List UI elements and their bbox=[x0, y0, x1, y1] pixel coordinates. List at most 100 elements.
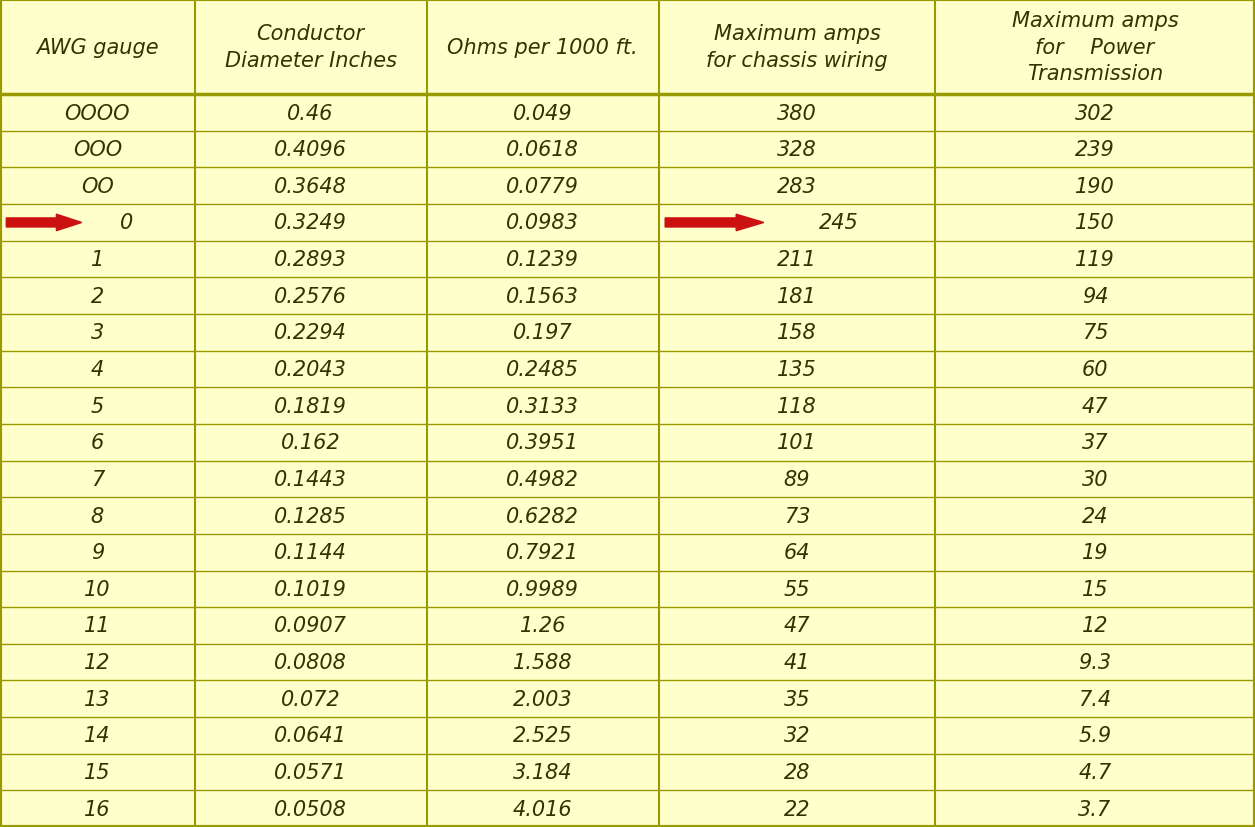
FancyArrow shape bbox=[665, 215, 764, 232]
Text: 7.4: 7.4 bbox=[1078, 689, 1112, 709]
Text: 101: 101 bbox=[777, 433, 817, 452]
Text: 0.1239: 0.1239 bbox=[506, 250, 580, 270]
Text: OOO: OOO bbox=[73, 140, 122, 160]
Text: 190: 190 bbox=[1076, 177, 1114, 197]
Text: 0.197: 0.197 bbox=[513, 323, 572, 343]
Text: 0.3133: 0.3133 bbox=[506, 396, 580, 416]
Text: 89: 89 bbox=[783, 470, 811, 490]
Text: 15: 15 bbox=[1082, 579, 1108, 599]
Text: 0.4096: 0.4096 bbox=[274, 140, 348, 160]
Text: 239: 239 bbox=[1076, 140, 1114, 160]
Text: 0.0907: 0.0907 bbox=[274, 616, 348, 636]
Text: 1: 1 bbox=[90, 250, 104, 270]
Text: 0.2043: 0.2043 bbox=[274, 360, 348, 380]
Text: OO: OO bbox=[80, 177, 114, 197]
Text: 245: 245 bbox=[818, 213, 858, 233]
Text: 3: 3 bbox=[90, 323, 104, 343]
Text: 0.1563: 0.1563 bbox=[506, 286, 580, 306]
Text: 16: 16 bbox=[84, 799, 110, 819]
Text: 0.0808: 0.0808 bbox=[274, 653, 348, 672]
Text: 158: 158 bbox=[777, 323, 817, 343]
Text: 9.3: 9.3 bbox=[1078, 653, 1112, 672]
Text: 3.184: 3.184 bbox=[513, 762, 572, 782]
Text: 181: 181 bbox=[777, 286, 817, 306]
Text: 150: 150 bbox=[1076, 213, 1114, 233]
Text: 0.162: 0.162 bbox=[281, 433, 340, 452]
Text: 14: 14 bbox=[84, 725, 110, 745]
Text: 0.0508: 0.0508 bbox=[274, 799, 348, 819]
Text: 37: 37 bbox=[1082, 433, 1108, 452]
Text: 0.2576: 0.2576 bbox=[274, 286, 348, 306]
Text: 19: 19 bbox=[1082, 543, 1108, 562]
Text: 0.2294: 0.2294 bbox=[274, 323, 348, 343]
Text: 0.46: 0.46 bbox=[287, 103, 334, 123]
Text: 302: 302 bbox=[1076, 103, 1114, 123]
Text: 32: 32 bbox=[783, 725, 811, 745]
Text: 0.1019: 0.1019 bbox=[274, 579, 348, 599]
Text: 3.7: 3.7 bbox=[1078, 799, 1112, 819]
Text: 47: 47 bbox=[1082, 396, 1108, 416]
Text: 35: 35 bbox=[783, 689, 811, 709]
Text: 0.4982: 0.4982 bbox=[506, 470, 580, 490]
Text: 0.1819: 0.1819 bbox=[274, 396, 348, 416]
Text: AWG gauge: AWG gauge bbox=[36, 37, 158, 58]
Text: 9: 9 bbox=[90, 543, 104, 562]
Text: 41: 41 bbox=[783, 653, 811, 672]
Text: 0.0618: 0.0618 bbox=[506, 140, 580, 160]
Text: 0.9989: 0.9989 bbox=[506, 579, 580, 599]
Text: Maximum amps
for chassis wiring: Maximum amps for chassis wiring bbox=[707, 24, 887, 71]
Text: 211: 211 bbox=[777, 250, 817, 270]
Text: 55: 55 bbox=[783, 579, 811, 599]
Text: Maximum amps
for    Power
Transmission: Maximum amps for Power Transmission bbox=[1012, 12, 1178, 84]
Text: 0.049: 0.049 bbox=[513, 103, 572, 123]
Text: 47: 47 bbox=[783, 616, 811, 636]
Text: OOOO: OOOO bbox=[64, 103, 131, 123]
Text: 2.003: 2.003 bbox=[513, 689, 572, 709]
Text: 4.016: 4.016 bbox=[513, 799, 572, 819]
Text: 5.9: 5.9 bbox=[1078, 725, 1112, 745]
Text: 0.2893: 0.2893 bbox=[274, 250, 348, 270]
Text: 4: 4 bbox=[90, 360, 104, 380]
Text: 0.1144: 0.1144 bbox=[274, 543, 348, 562]
Text: 118: 118 bbox=[777, 396, 817, 416]
Text: 28: 28 bbox=[783, 762, 811, 782]
Text: 0.0779: 0.0779 bbox=[506, 177, 580, 197]
Text: 12: 12 bbox=[84, 653, 110, 672]
Text: 22: 22 bbox=[783, 799, 811, 819]
Text: 13: 13 bbox=[84, 689, 110, 709]
Text: 10: 10 bbox=[84, 579, 110, 599]
Text: 0.072: 0.072 bbox=[281, 689, 340, 709]
Text: 0.0641: 0.0641 bbox=[274, 725, 348, 745]
Text: 0: 0 bbox=[119, 213, 133, 233]
Text: 60: 60 bbox=[1082, 360, 1108, 380]
Text: 0.2485: 0.2485 bbox=[506, 360, 580, 380]
Text: 283: 283 bbox=[777, 177, 817, 197]
Text: 64: 64 bbox=[783, 543, 811, 562]
Text: 380: 380 bbox=[777, 103, 817, 123]
Text: 8: 8 bbox=[90, 506, 104, 526]
Text: 0.6282: 0.6282 bbox=[506, 506, 580, 526]
Text: Ohms per 1000 ft.: Ohms per 1000 ft. bbox=[448, 37, 638, 58]
Text: 0.0983: 0.0983 bbox=[506, 213, 580, 233]
FancyArrow shape bbox=[6, 215, 82, 232]
Text: 328: 328 bbox=[777, 140, 817, 160]
Text: 30: 30 bbox=[1082, 470, 1108, 490]
Text: 0.3648: 0.3648 bbox=[274, 177, 348, 197]
Text: 0.3249: 0.3249 bbox=[274, 213, 348, 233]
Text: 4.7: 4.7 bbox=[1078, 762, 1112, 782]
Text: 1.588: 1.588 bbox=[513, 653, 572, 672]
Text: 73: 73 bbox=[783, 506, 811, 526]
Text: 0.1443: 0.1443 bbox=[274, 470, 348, 490]
Text: 0.1285: 0.1285 bbox=[274, 506, 348, 526]
Text: 119: 119 bbox=[1076, 250, 1114, 270]
Text: Conductor
Diameter Inches: Conductor Diameter Inches bbox=[225, 24, 397, 71]
Text: 0.0571: 0.0571 bbox=[274, 762, 348, 782]
Text: 15: 15 bbox=[84, 762, 110, 782]
Text: 5: 5 bbox=[90, 396, 104, 416]
Text: 135: 135 bbox=[777, 360, 817, 380]
Text: 6: 6 bbox=[90, 433, 104, 452]
Text: 0.7921: 0.7921 bbox=[506, 543, 580, 562]
Text: 1.26: 1.26 bbox=[520, 616, 566, 636]
Text: 11: 11 bbox=[84, 616, 110, 636]
Text: 75: 75 bbox=[1082, 323, 1108, 343]
